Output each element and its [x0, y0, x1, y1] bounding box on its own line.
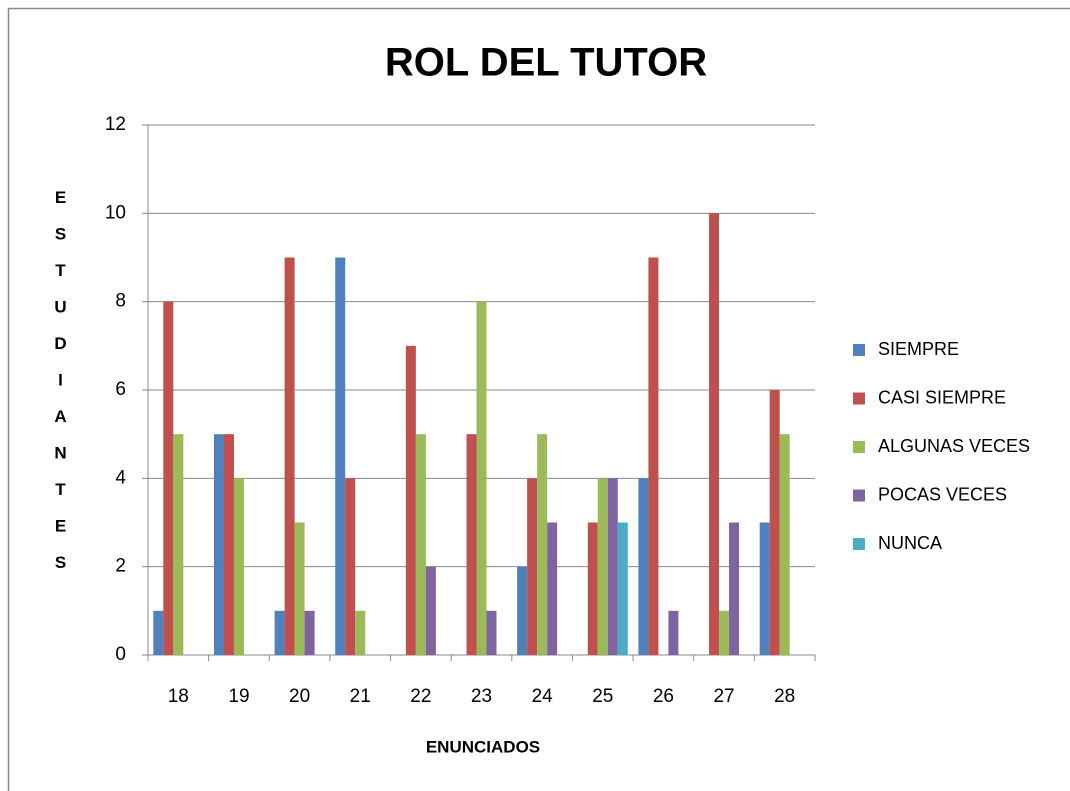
bar	[345, 478, 356, 655]
x-axis-title: ENUNCIADOS	[426, 737, 540, 756]
bar	[415, 434, 426, 655]
bar	[486, 610, 497, 655]
y-tick-label: 8	[115, 291, 126, 312]
y-tick-label: 12	[105, 114, 126, 135]
bar	[233, 478, 244, 655]
bar	[405, 345, 416, 655]
legend-swatch	[853, 344, 865, 356]
legend-label: CASI SIEMPRE	[878, 387, 1006, 407]
legend-swatch	[853, 392, 865, 405]
y-tick-label: 10	[105, 202, 126, 223]
bar	[213, 434, 224, 655]
bar	[668, 610, 679, 655]
bar	[274, 610, 285, 655]
bar	[779, 434, 790, 655]
bar	[517, 566, 528, 655]
bar	[294, 522, 305, 655]
y-axis-title: ESTUDIANTES	[51, 188, 70, 590]
x-tick-label: 21	[350, 686, 371, 707]
legend-label: NUNCA	[878, 533, 942, 553]
bar	[597, 478, 608, 655]
bar	[304, 610, 315, 655]
legend-label: POCAS VECES	[878, 484, 1007, 504]
bar	[648, 257, 659, 655]
y-tick-label: 6	[115, 379, 126, 400]
bar	[547, 522, 558, 655]
x-tick-label: 25	[592, 686, 613, 707]
y-tick-label: 2	[115, 556, 126, 577]
bar	[223, 434, 234, 655]
legend-swatch	[853, 441, 865, 453]
bar	[173, 434, 184, 655]
chart-frame	[7, 7, 1070, 791]
bar	[769, 390, 780, 655]
legend-label: ALGUNAS VECES	[878, 436, 1030, 456]
x-tick-label: 19	[228, 686, 249, 707]
bar	[729, 522, 740, 655]
x-tick-label: 28	[774, 686, 795, 707]
bar	[607, 478, 618, 655]
bar	[719, 610, 730, 655]
chart-title: ROL DEL TUTOR	[385, 41, 707, 85]
x-tick-label: 18	[168, 686, 189, 707]
y-tick-label: 0	[115, 644, 126, 665]
bar	[355, 610, 366, 655]
bar	[466, 434, 477, 655]
x-tick-label: 20	[289, 686, 310, 707]
bar	[537, 434, 548, 655]
y-tick-label: 4	[115, 467, 126, 488]
bar	[587, 522, 598, 655]
legend-label: SIEMPRE	[878, 339, 959, 359]
bar	[527, 478, 538, 655]
bar	[163, 301, 174, 655]
legend-swatch	[853, 538, 865, 550]
bar	[335, 257, 346, 655]
bar	[709, 213, 720, 656]
bar	[759, 522, 770, 655]
bar	[617, 522, 628, 655]
bar	[476, 301, 487, 655]
bar	[638, 478, 649, 655]
legend-swatch	[853, 489, 865, 502]
bar	[153, 610, 164, 655]
x-tick-label: 23	[471, 686, 492, 707]
x-tick-label: 22	[410, 686, 431, 707]
x-tick-label: 27	[713, 686, 734, 707]
bar	[284, 257, 295, 655]
x-tick-label: 26	[653, 686, 674, 707]
bar	[425, 566, 436, 655]
x-tick-label: 24	[532, 686, 554, 707]
